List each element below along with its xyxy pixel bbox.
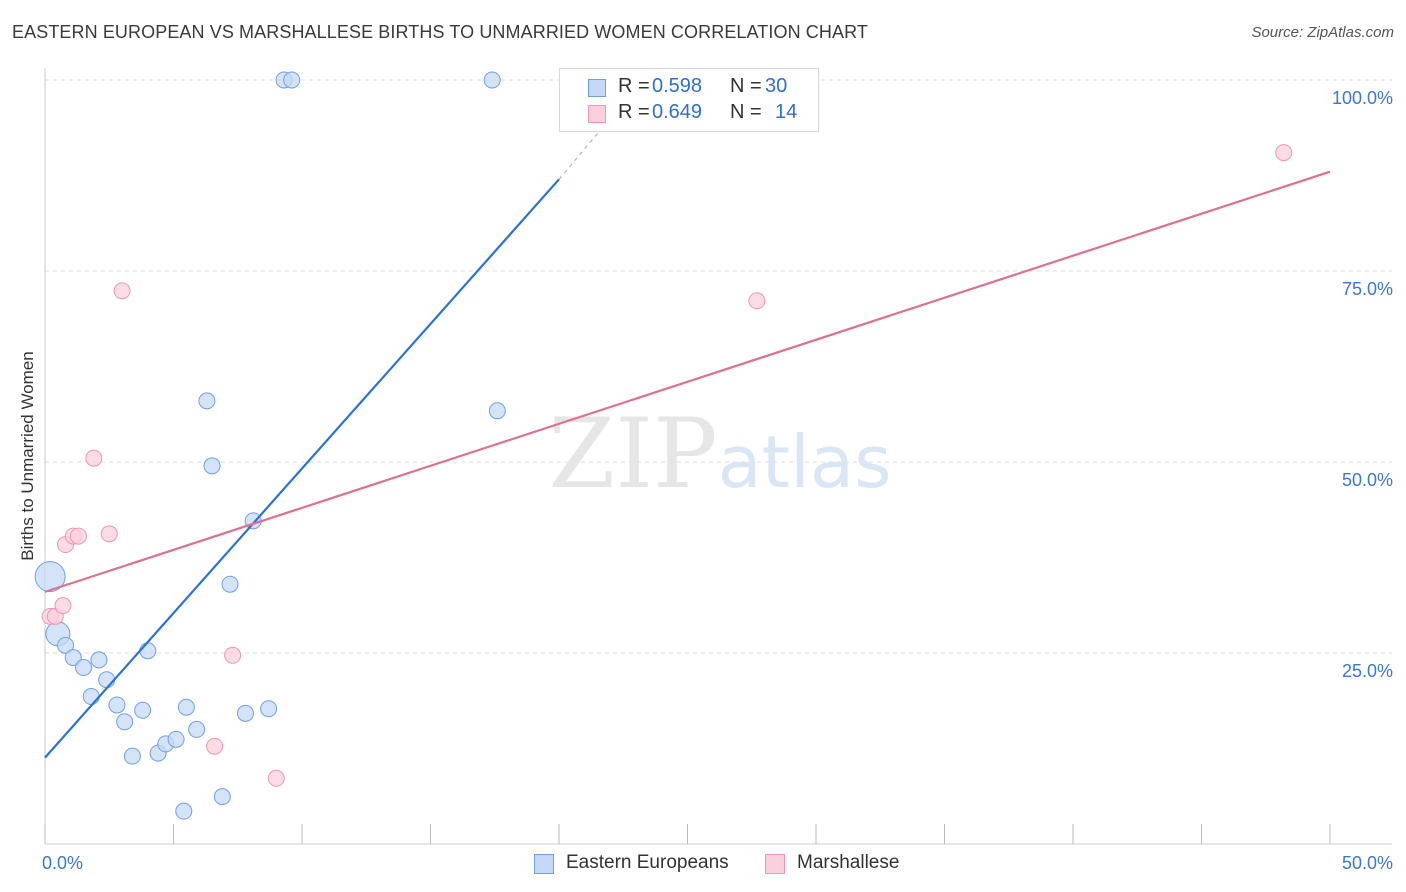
eastern-point bbox=[175, 802, 193, 820]
marshallese-legend-label: Marshallese bbox=[797, 852, 900, 873]
eastern-legend-swatch bbox=[534, 854, 554, 874]
y-tick-label: 75.0% bbox=[1342, 279, 1393, 299]
marshallese-point bbox=[206, 737, 224, 755]
eastern-swatch bbox=[588, 79, 606, 97]
marshallese-point bbox=[54, 597, 72, 615]
legend-n-value: 30 bbox=[765, 75, 788, 97]
grid-lines bbox=[45, 79, 1392, 654]
eastern-point bbox=[57, 636, 75, 654]
eastern-point bbox=[139, 642, 157, 660]
legend-r-label: R = bbox=[618, 75, 650, 97]
eastern-point bbox=[203, 457, 221, 475]
eastern-point bbox=[75, 659, 93, 677]
eastern-point bbox=[213, 788, 231, 806]
marshallese-point bbox=[224, 646, 242, 664]
marshallese-point bbox=[113, 282, 131, 300]
eastern-point bbox=[108, 696, 126, 714]
trend-lines bbox=[44, 133, 1331, 759]
correlation-legend: R = 0.598 N = 30 R = 0.649 N = 14 bbox=[559, 68, 819, 132]
eastern-point bbox=[488, 402, 506, 420]
y-tick-label: 25.0% bbox=[1342, 661, 1393, 681]
eastern-point bbox=[188, 720, 206, 738]
marshallese-point bbox=[748, 292, 766, 310]
legend-n-label: N = bbox=[730, 101, 762, 123]
eastern-point bbox=[236, 704, 254, 722]
eastern-point bbox=[177, 698, 195, 716]
tick-labels: 25.0% 50.0% 75.0% 100.0% 0.0% 50.0% bbox=[42, 88, 1393, 873]
marshallese-point bbox=[1275, 144, 1293, 162]
eastern-point bbox=[134, 701, 152, 719]
x-tick-label: 0.0% bbox=[42, 853, 83, 873]
x-tick-label: 50.0% bbox=[1342, 853, 1393, 873]
eastern-point bbox=[34, 561, 66, 593]
eastern-point bbox=[283, 71, 301, 89]
eastern-trend-line bbox=[44, 178, 560, 759]
eastern-point bbox=[116, 713, 134, 731]
marshallese-swatch bbox=[588, 105, 606, 123]
eastern-point bbox=[90, 651, 108, 669]
legend-n-value: 14 bbox=[775, 101, 798, 123]
legend-n-label: N = bbox=[730, 75, 762, 97]
marshallese-point bbox=[85, 449, 103, 467]
legend-r-label: R = bbox=[618, 101, 650, 123]
marshallese-legend-swatch bbox=[765, 854, 785, 874]
axes bbox=[44, 68, 1392, 845]
y-tick-label: 50.0% bbox=[1342, 470, 1393, 490]
watermark: ZIPatlas bbox=[548, 398, 891, 510]
eastern-legend-label: Eastern Europeans bbox=[566, 852, 729, 873]
eastern-point bbox=[64, 649, 82, 667]
y-tick-label: 100.0% bbox=[1332, 88, 1393, 108]
eastern-point bbox=[198, 392, 216, 410]
eastern-point bbox=[82, 688, 100, 706]
data-points bbox=[34, 71, 1293, 820]
eastern-point bbox=[260, 700, 278, 718]
marshallese-point bbox=[267, 769, 285, 787]
chart-title: EASTERN EUROPEAN VS MARSHALLESE BIRTHS T… bbox=[12, 22, 868, 42]
marshallese-point bbox=[100, 525, 118, 543]
eastern-point bbox=[221, 575, 239, 593]
eastern-trend-extension bbox=[558, 133, 598, 180]
eastern-point bbox=[98, 671, 116, 689]
legend-r-value: 0.598 bbox=[652, 75, 703, 97]
legend-r-value: 0.649 bbox=[652, 101, 703, 123]
eastern-point bbox=[167, 730, 185, 748]
marshallese-point bbox=[69, 527, 87, 545]
marshallese-trend-line bbox=[44, 170, 1331, 593]
eastern-point bbox=[123, 747, 141, 765]
chart-source: Source: ZipAtlas.com bbox=[1251, 24, 1394, 41]
eastern-point bbox=[483, 71, 501, 89]
